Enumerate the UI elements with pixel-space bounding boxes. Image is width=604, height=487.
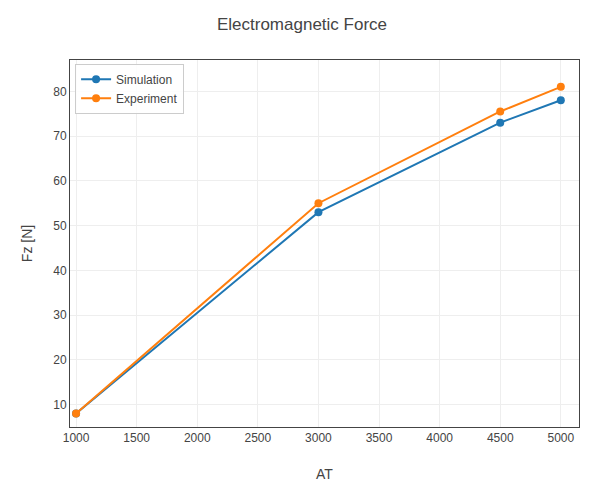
svg-text:Fz [N]: Fz [N] [19, 225, 35, 262]
svg-text:70: 70 [53, 129, 67, 143]
svg-text:5000: 5000 [547, 431, 574, 445]
svg-text:50: 50 [53, 219, 67, 233]
svg-text:10: 10 [53, 398, 67, 412]
svg-text:Electromagnetic Force: Electromagnetic Force [217, 15, 387, 34]
svg-text:1500: 1500 [123, 431, 150, 445]
svg-text:2500: 2500 [244, 431, 271, 445]
svg-text:60: 60 [53, 174, 67, 188]
svg-text:1000: 1000 [63, 431, 90, 445]
svg-text:3000: 3000 [305, 431, 332, 445]
svg-text:40: 40 [53, 264, 67, 278]
svg-text:Simulation: Simulation [116, 73, 172, 87]
svg-text:Experiment: Experiment [116, 92, 177, 106]
svg-text:80: 80 [53, 85, 67, 99]
svg-text:4000: 4000 [426, 431, 453, 445]
svg-text:3500: 3500 [366, 431, 393, 445]
svg-text:AT: AT [316, 466, 333, 482]
svg-text:2000: 2000 [184, 431, 211, 445]
svg-text:20: 20 [53, 353, 67, 367]
svg-text:30: 30 [53, 308, 67, 322]
svg-text:4500: 4500 [487, 431, 514, 445]
